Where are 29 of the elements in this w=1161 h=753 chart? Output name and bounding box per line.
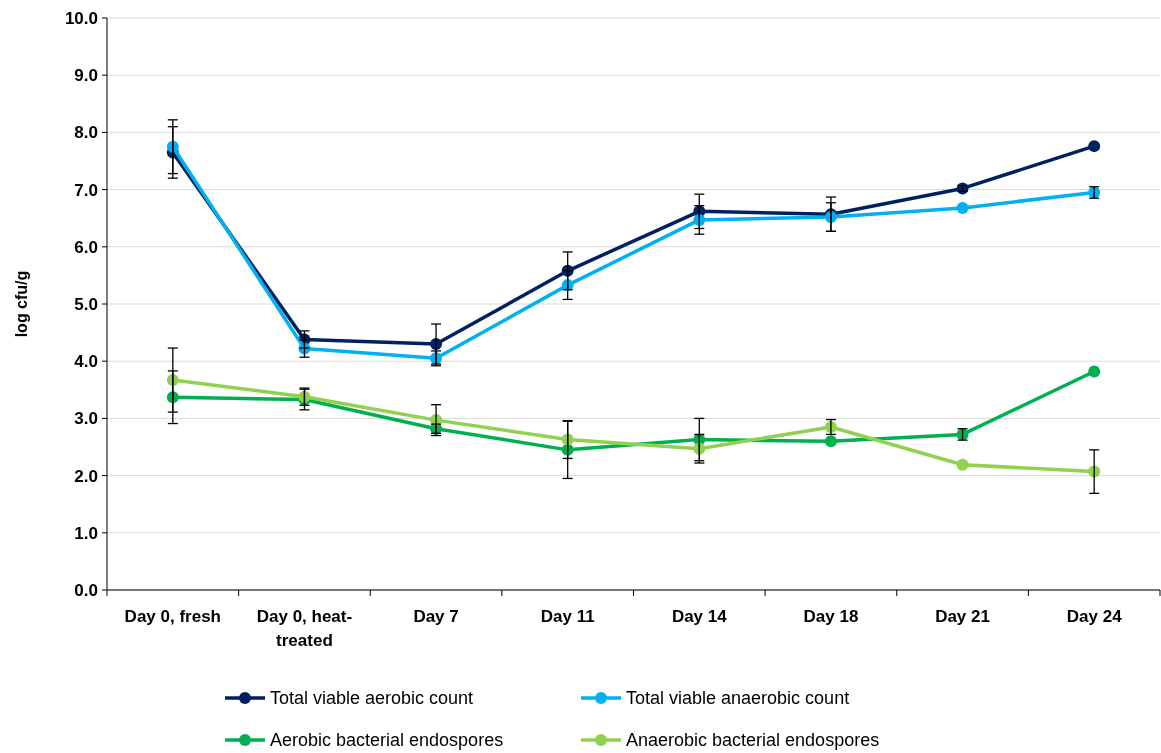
x-tick-label: Day 7	[413, 607, 459, 626]
x-tick-label: Day 0, heat-treated	[256, 607, 353, 650]
x-tick-label: Day 14	[671, 607, 728, 626]
y-tick-label: 10.0	[64, 8, 98, 28]
x-tick-label: Day 18	[803, 607, 859, 626]
y-tick-label: 0.0	[74, 580, 98, 600]
x-tick-label: Day 24	[1066, 607, 1123, 626]
point	[956, 201, 969, 214]
legend-label: Anaerobic bacterial endospores	[626, 730, 880, 751]
y-axis-title: log cfu/g	[13, 270, 30, 338]
y-tick-label: 8.0	[74, 123, 98, 143]
x-tick-label: Day 11	[540, 607, 595, 626]
legend-label: Total viable aerobic count	[270, 688, 474, 709]
point	[1088, 140, 1101, 153]
point	[1088, 365, 1101, 378]
y-tick-label: 4.0	[74, 352, 98, 372]
point	[956, 458, 969, 471]
legend-label: Aerobic bacterial endospores	[270, 730, 504, 751]
y-tick-label: 5.0	[74, 294, 98, 314]
y-tick-label: 3.0	[74, 409, 98, 429]
legend-label: Total viable anaerobic count	[626, 688, 850, 709]
y-tick-label: 2.0	[74, 466, 98, 486]
point	[824, 435, 837, 448]
x-tick-label: Day 0, fresh	[124, 607, 222, 626]
y-tick-label: 1.0	[74, 523, 98, 543]
y-tick-label: 9.0	[74, 66, 98, 86]
x-tick-label: Day 21	[935, 607, 990, 626]
y-tick-label: 6.0	[74, 237, 98, 257]
y-tick-label: 7.0	[74, 180, 98, 200]
